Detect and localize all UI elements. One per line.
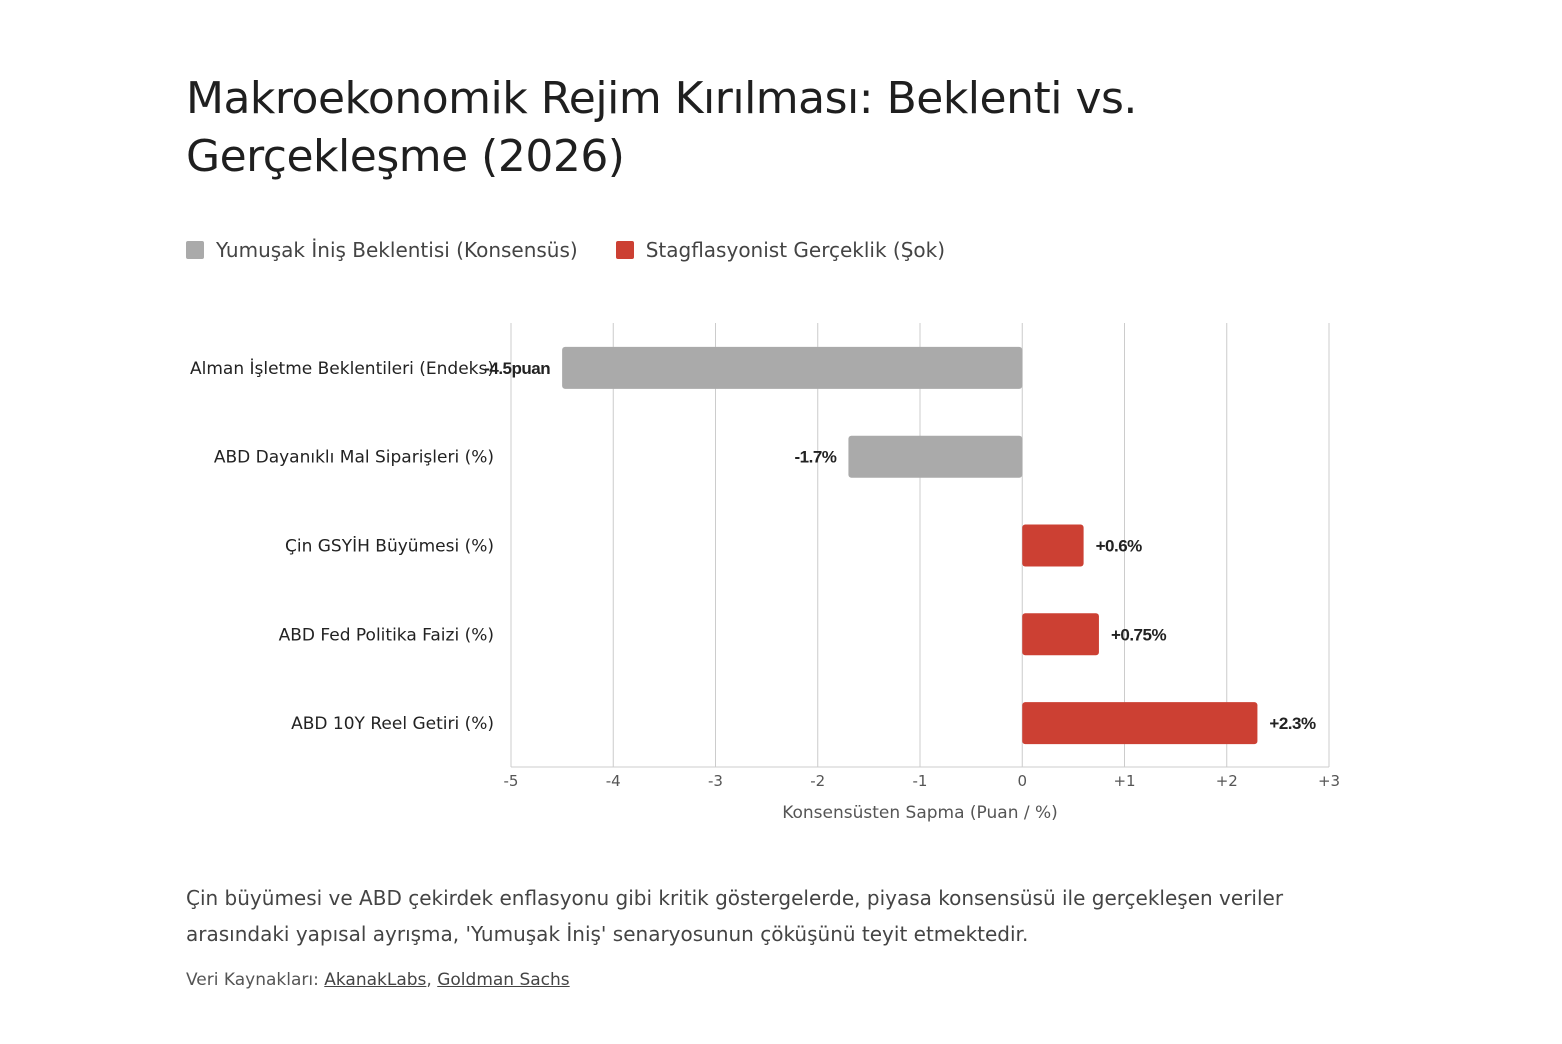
source-link-akanaklabs[interactable]: AkanakLabs [324,970,427,990]
legend-swatch-red [615,241,634,259]
x-axis-title: Konsensüsten Sapma (Puan / %) [782,803,1058,823]
legend-label: Stagflasyonist Gerçeklik (Şok) [645,238,946,262]
data-label: +0.6% [1096,537,1143,556]
data-label: -1.7% [795,448,837,467]
x-tick-label: -4 [606,772,621,790]
data-label: +2.3% [1269,714,1316,733]
bar [1022,524,1084,567]
x-tick-label: 0 [1017,772,1027,790]
bar [1022,613,1099,656]
category-label: Çin GSYİH Büyümesi (%) [285,536,494,557]
bar [1022,702,1258,745]
x-tick-label: -5 [504,772,519,790]
chart-title: Makroekonomik Rejim Kırılması: Beklenti … [186,73,1137,182]
legend-swatch-gray [186,241,204,259]
data-label: +0.75% [1111,625,1167,644]
legend-label: Yumuşak İniş Beklentisi (Konsensüs) [216,238,578,262]
x-tick-label: -2 [810,772,825,790]
x-tick-label: +2 [1216,772,1238,790]
data-label: -4.5puan [484,359,550,378]
category-label: ABD Fed Politika Faizi (%) [279,625,494,645]
category-label: ABD 10Y Reel Getiri (%) [291,714,494,734]
bar-chart: -5 -4 -3 -2 -1 0 +1 +2 +3 Konsensüsten Sapma (Pua… [190,323,1340,823]
x-tick-label: -3 [708,772,723,790]
x-tick-label: -1 [913,772,928,790]
category-label: Alman İşletme Beklentileri (Endeks) [190,358,494,379]
legend: Yumuşak İniş Beklentisi (Konsensüs) Stag… [186,238,945,262]
source-link-goldman-sachs[interactable]: Goldman Sachs [437,970,570,990]
bar [848,435,1023,478]
caption: Çin büyümesi ve ABD çekirdek enflasyonu … [186,886,1284,946]
x-tick-label: +3 [1318,772,1340,790]
category-label: ABD Dayanıklı Mal Siparişleri (%) [214,448,494,468]
sources: Veri Kaynakları: AkanakLabs, Goldman Sac… [186,970,570,990]
bar [562,346,1023,389]
x-tick-label: +1 [1113,772,1135,790]
legend-item-shock: Stagflasyonist Gerçeklik (Şok) [615,238,946,262]
sources-label: Veri Kaynakları: [186,970,319,990]
legend-item-consensus: Yumuşak İniş Beklentisi (Konsensüs) [186,238,578,262]
